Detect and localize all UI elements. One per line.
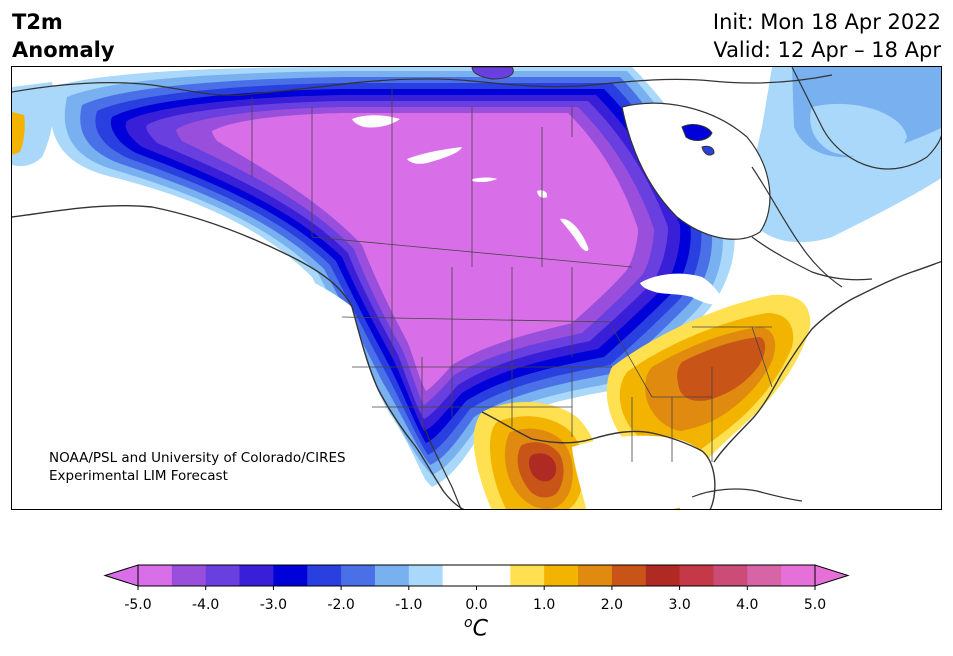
credit-line2: Experimental LIM Forecast (49, 468, 228, 484)
colorbar-tick-label: 5.0 (803, 597, 827, 613)
colorbar-swatch (747, 565, 782, 586)
colorbar-swatch (374, 565, 410, 586)
coastline-labrador (751, 166, 843, 288)
unit-base: C (472, 616, 488, 642)
cuba-coast (691, 488, 803, 502)
colorbar-tick-label: 4.0 (736, 597, 759, 613)
greenland-coast (791, 67, 941, 170)
credit-line1: NOAA/PSL and University of Colorado/CIRE… (49, 450, 346, 466)
lake-athabasca (472, 177, 497, 183)
anomaly-core-strong-cold (212, 113, 638, 391)
colorbar-tick-label: 0.0 (465, 597, 488, 613)
map-canvas (12, 67, 941, 509)
coastline-west (12, 204, 465, 509)
coastline-arctic (12, 74, 833, 96)
colorbar-swatch (273, 565, 308, 586)
colorbar-swatch (138, 565, 173, 586)
colorbar-tick-label: 3.0 (668, 597, 691, 613)
hudson-bay-outline (621, 102, 771, 240)
lake-great-slave (407, 147, 462, 164)
map-title-line1: T2m (12, 10, 63, 34)
colorbar-extend-low (103, 564, 139, 587)
coastline-hudson-east (751, 236, 873, 281)
arctic-islands (471, 67, 514, 80)
colorbar-swatch (544, 565, 579, 586)
colorbar-swatch (442, 565, 477, 586)
colorbar-swatch (578, 565, 613, 586)
anomaly-patch-warm-northwest (12, 112, 25, 155)
colorbar (103, 564, 850, 590)
colorbar-swatch (611, 565, 647, 586)
gulf-of-mexico (572, 435, 714, 509)
colorbar-swatch (713, 565, 748, 586)
colorbar-swatch (510, 565, 545, 586)
colorbar-unit: oC (464, 615, 488, 641)
baja-coast (423, 426, 462, 509)
anomaly-map (11, 66, 942, 510)
colorbar-tick-label: 2.0 (600, 597, 624, 613)
colorbar-tick-label: -1.0 (395, 597, 423, 613)
forecast-dates: Init: Mon 18 Apr 2022 Valid: 12 Apr – 18… (713, 8, 941, 64)
colorbar-tick-label: 1.0 (533, 597, 556, 613)
colorbar-tick-label: -4.0 (192, 597, 220, 613)
great-lakes (640, 273, 724, 305)
colorbar-swatch (679, 565, 714, 586)
unit-superscript: o (464, 615, 473, 631)
lake-winnipeg (560, 218, 589, 252)
coastline-east (713, 260, 941, 463)
map-title-line2: Anomaly (12, 38, 115, 62)
atlantic-ocean (733, 247, 941, 509)
hudson-bay-white (622, 103, 770, 240)
colorbar-swatch (341, 565, 376, 586)
pacific-ocean (12, 207, 441, 509)
political-boundaries (251, 87, 773, 462)
colorbar-swatch (476, 565, 511, 586)
coastline-gulf (481, 411, 716, 509)
colorbar-tick-label: -5.0 (124, 597, 152, 613)
valid-range: Valid: 12 Apr – 18 Apr (713, 38, 941, 62)
map-title: T2m Anomaly (12, 8, 115, 64)
colorbar-swatch (239, 565, 274, 586)
colorbar-tick-label: -2.0 (327, 597, 355, 613)
anomaly-patch-cool-east (810, 103, 907, 157)
colorbar-swatch (171, 565, 207, 586)
anomaly-warm-core (677, 337, 766, 401)
colorbar-swatch (645, 565, 681, 586)
credit-text: NOAA/PSL and University of Colorado/CIRE… (49, 449, 346, 485)
anomaly-patch-cool-northwest (12, 82, 54, 167)
colorbar-swatch (205, 565, 241, 586)
arctic-island-east (681, 124, 713, 141)
colorbar-extend-high (814, 564, 850, 587)
arctic-island-small (701, 145, 715, 156)
lake-great-bear (352, 115, 400, 128)
anomaly-texas-hot (528, 453, 557, 482)
colorbar-swatch (307, 565, 342, 586)
colorbar-swatch (408, 565, 444, 586)
init-date: Init: Mon 18 Apr 2022 (712, 10, 941, 34)
colorbar-tick-label: -3.0 (259, 597, 288, 613)
colorbar-swatch (781, 565, 816, 586)
